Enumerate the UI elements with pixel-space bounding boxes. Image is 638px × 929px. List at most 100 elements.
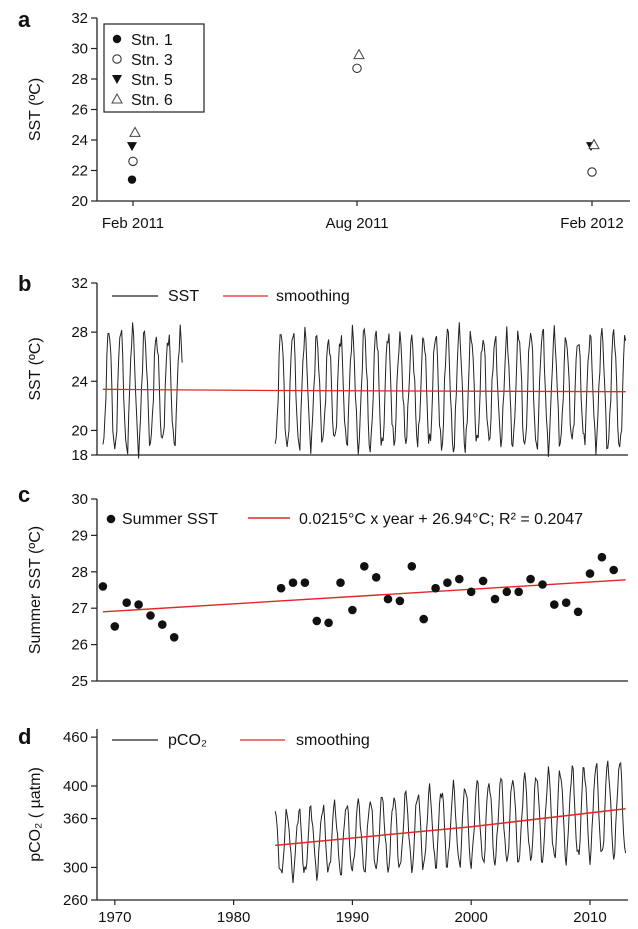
y-axis-label-b: SST (ºC) (27, 337, 44, 400)
summer-sst-point (336, 578, 345, 587)
summer-sst-point (514, 587, 523, 597)
data-point-a (588, 138, 600, 150)
summer-sst-point (110, 622, 120, 631)
sst-line (274, 322, 627, 457)
summer-sst-point (348, 605, 357, 615)
summer-sst-point (573, 607, 583, 617)
x-tick-label-d: 2010 (573, 909, 606, 926)
legend-label-a: Stn. 3 (131, 52, 173, 69)
x-tick-label-a: Feb 2012 (560, 215, 623, 232)
legend-label-a: Stn. 6 (131, 92, 173, 109)
data-point-a (128, 156, 138, 167)
data-point-a (127, 142, 137, 152)
summer-sst-point (134, 600, 143, 609)
summer-sst-point (609, 565, 618, 575)
panel-d: d 260 300 360 400 460 1970 1980 1990 2000 2010 pCO₂… (18, 724, 628, 926)
y-tick-label-a: 20 (71, 193, 88, 210)
panel-letter-d: d (18, 724, 31, 749)
legend-marker-a (112, 75, 122, 84)
x-tick-label-d: 1980 (217, 909, 250, 926)
y-tick-label-a: 32 (71, 10, 88, 27)
y-tick-label-b: 24 (71, 373, 88, 390)
x-tick-label-d: 1970 (98, 909, 131, 926)
sst-line (102, 322, 183, 459)
summer-sst-point (443, 578, 452, 587)
summer-sst-point (276, 583, 286, 593)
legend-label-pco2: pCO₂ (168, 732, 207, 749)
summer-sst-point (550, 600, 559, 609)
y-tick-label-b: 28 (71, 324, 88, 341)
summer-sst-point (431, 583, 440, 593)
summer-sst-point (312, 616, 322, 626)
legend-marker-a (112, 54, 122, 64)
y-tick-label-d: 460 (63, 729, 88, 746)
data-point-a (587, 167, 597, 177)
legend-label-a: Stn. 1 (131, 32, 173, 49)
y-tick-label-a: 30 (71, 41, 88, 58)
data-point-a (127, 175, 137, 184)
summer-sst-point (146, 611, 155, 620)
summer-sst-point (419, 614, 429, 624)
y-tick-label-b: 18 (71, 447, 88, 464)
y-axis-label-c: Summer SST (ºC) (27, 526, 44, 654)
y-tick-label-d: 300 (63, 859, 88, 876)
legend-label-smoothing-b: smoothing (276, 288, 350, 305)
data-point-a (129, 126, 141, 137)
y-tick-label-d: 400 (63, 778, 88, 795)
legend-label-smoothing-d: smoothing (296, 732, 370, 749)
x-tick-label-a: Aug 2011 (325, 215, 388, 232)
y-tick-label-a: 28 (71, 71, 88, 88)
summer-sst-point (407, 562, 417, 571)
legend-marker-summer-sst (106, 514, 116, 524)
summer-sst-point (597, 552, 607, 562)
y-axis-label-d: pCO₂ ( µatm) (27, 767, 44, 862)
legend-label-sst: SST (168, 288, 199, 305)
summer-sst-point (158, 620, 167, 629)
summer-sst-point (300, 578, 310, 587)
panel-letter-a: a (18, 7, 31, 32)
summer-sst-point (490, 594, 500, 604)
legend-marker-a (111, 92, 123, 104)
panel-b: b 18 20 24 28 32 SST (ºC) SST smoothing (18, 271, 628, 464)
summer-sst-point (371, 573, 381, 582)
y-tick-label-c: 28 (71, 564, 88, 581)
legend-label-summer-sst: Summer SST (122, 511, 218, 528)
y-tick-label-c: 29 (71, 527, 88, 544)
summer-sst-point (122, 598, 131, 607)
summer-sst-point (478, 576, 488, 586)
y-tick-label-d: 260 (63, 892, 88, 909)
panel-letter-c: c (18, 482, 30, 507)
y-tick-label-a: 22 (71, 163, 88, 180)
summer-sst-point (585, 569, 595, 578)
summer-sst-point (561, 598, 571, 607)
legend-label-a: Stn. 5 (131, 72, 173, 89)
summer-sst-point (360, 562, 369, 571)
x-tick-label-d: 2000 (455, 909, 488, 926)
y-tick-label-c: 26 (71, 637, 88, 654)
y-tick-label-b: 32 (71, 275, 88, 292)
summer-sst-point (324, 618, 333, 628)
data-point-a (353, 48, 365, 60)
summer-sst-point (502, 587, 512, 597)
summer-sst-point (455, 574, 464, 584)
summer-sst-point (288, 578, 298, 587)
summer-sst-point (526, 574, 535, 584)
x-tick-label-d: 1990 (336, 909, 369, 926)
summer-sst-point (169, 633, 179, 642)
trend-line-c (102, 579, 626, 613)
y-tick-label-d: 360 (63, 811, 88, 828)
panel-letter-b: b (18, 271, 31, 296)
summer-sst-point (383, 594, 393, 604)
panel-a: a 20 22 24 26 28 30 32 Feb 2011 Aug 2011 Feb 2012 S… (18, 7, 630, 232)
data-point-a (352, 63, 362, 74)
x-tick-label-a: Feb 2011 (102, 215, 164, 232)
y-tick-label-c: 30 (71, 491, 88, 508)
y-tick-label-a: 24 (71, 132, 88, 149)
smoothing-line-b (102, 388, 626, 393)
summer-sst-point (395, 596, 405, 606)
summer-sst-point (538, 580, 547, 589)
y-axis-label-a: SST (ºC) (27, 78, 44, 141)
y-tick-label-b: 20 (71, 422, 88, 439)
y-tick-label-c: 25 (71, 673, 88, 690)
